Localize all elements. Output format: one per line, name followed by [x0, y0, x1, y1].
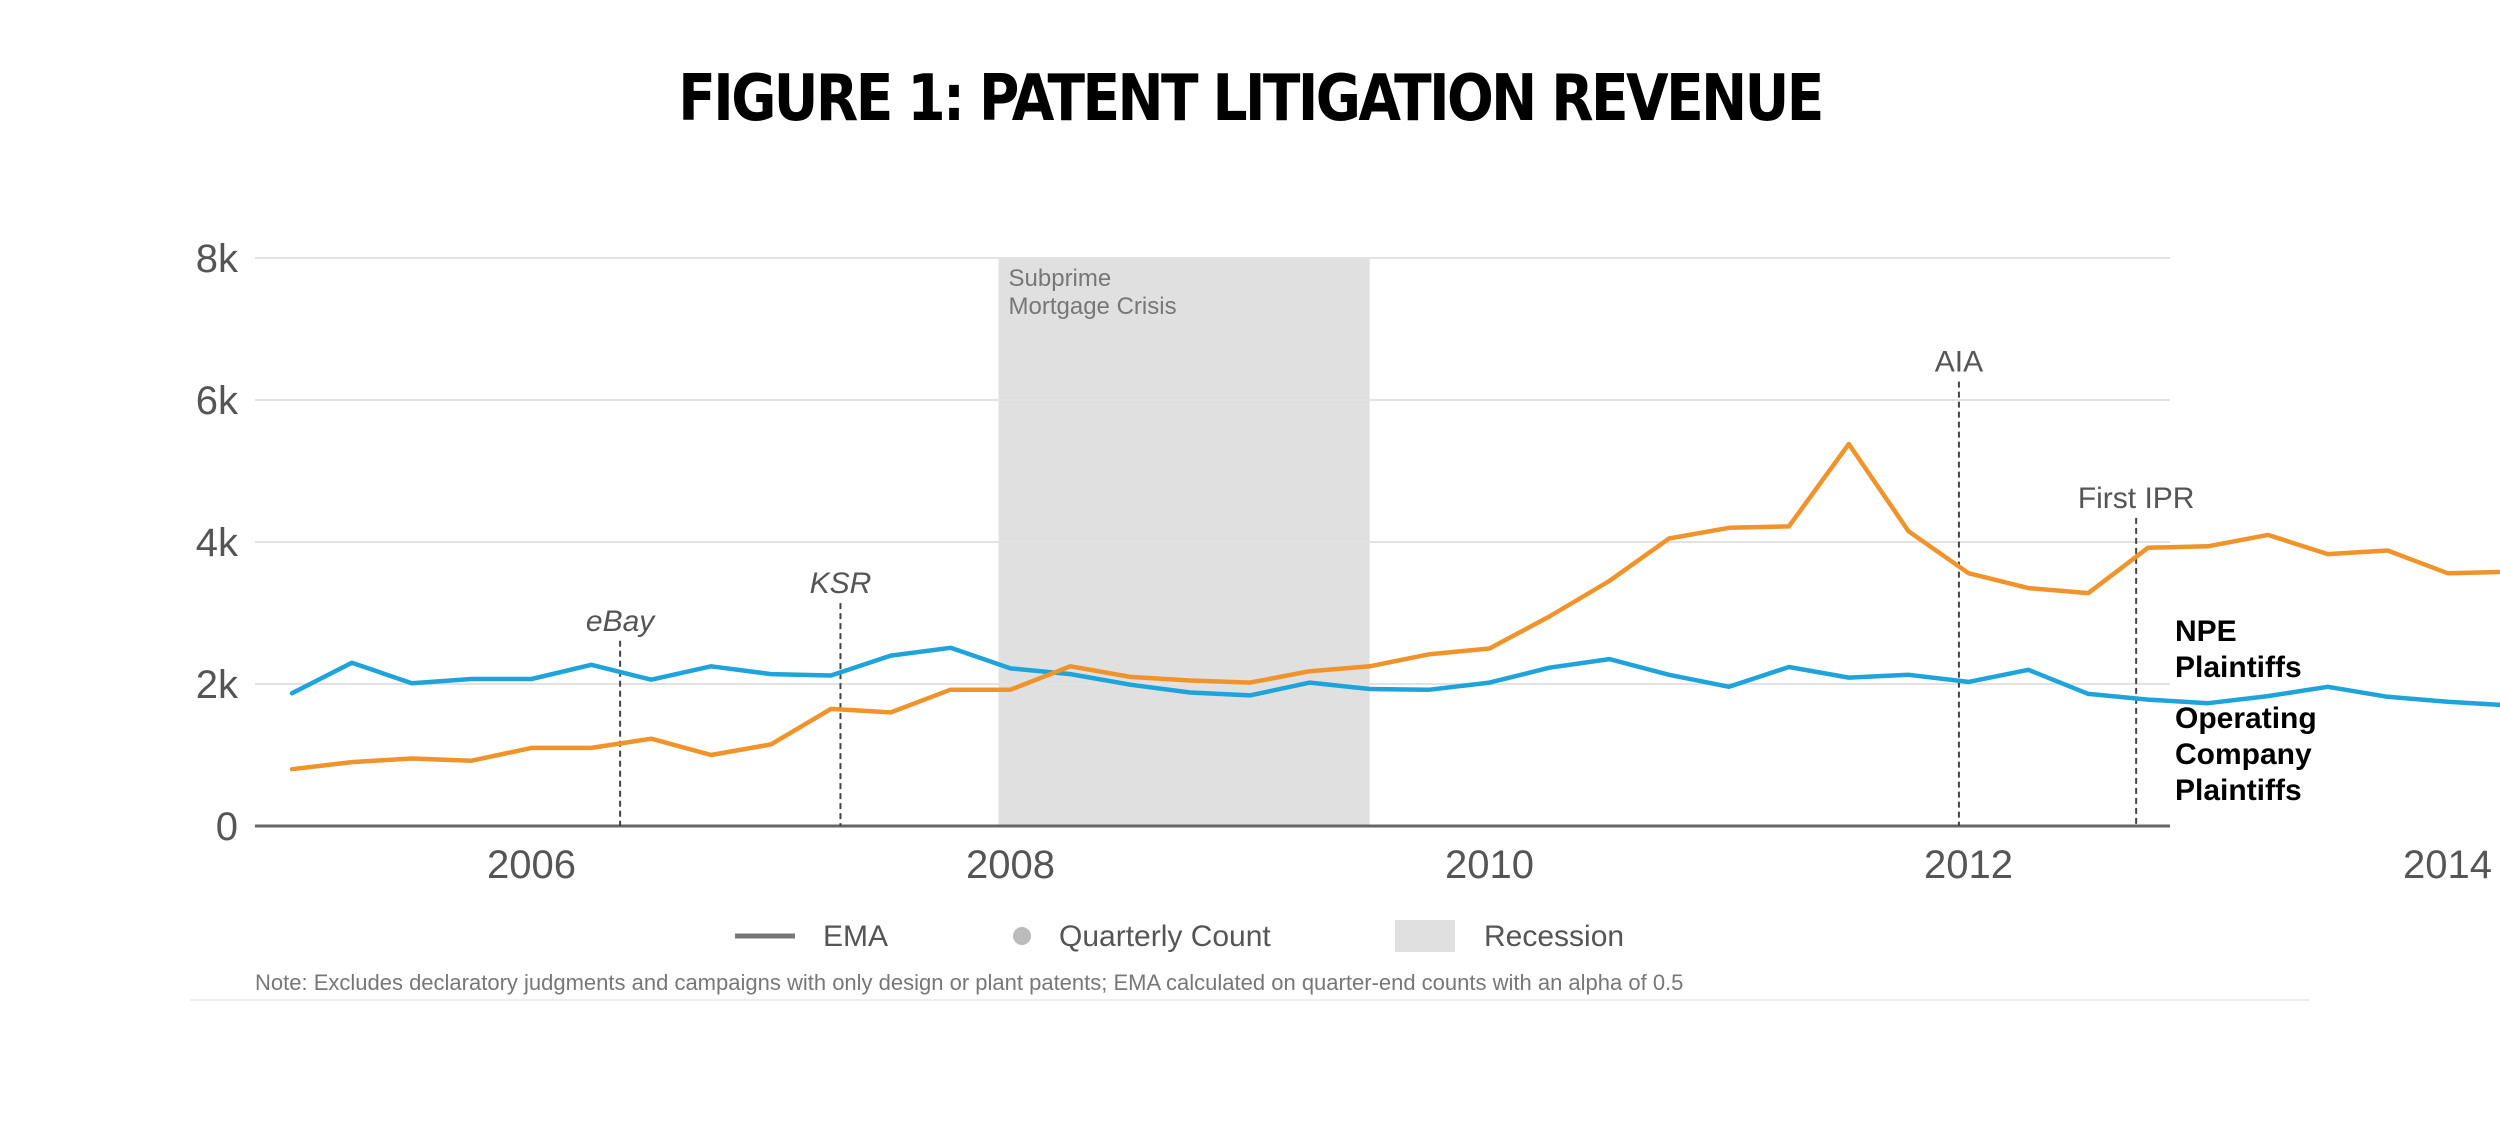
series-end-label: Plaintiffs [2175, 774, 2302, 807]
x-tick-label: 2012 [1924, 843, 2013, 887]
y-tick-label: 0 [216, 805, 238, 849]
series-end-label: Operating [2175, 702, 2317, 735]
legend-swatch-box [1395, 920, 1455, 952]
x-tick-label: 2010 [1445, 843, 1534, 887]
legend-swatch-dot [1013, 927, 1031, 945]
chart-note: Note: Excludes declaratory judgments and… [255, 970, 1683, 995]
chart-title: FIGURE 1: PATENT LITIGATION REVENUE [678, 62, 1824, 136]
event-label: eBay [586, 605, 656, 638]
series-end-label: Plaintiffs [2175, 651, 2302, 684]
series-line [289, 645, 2500, 708]
series-end-label: Company [2175, 738, 2312, 771]
legend-label: EMA [823, 920, 888, 953]
series-end-label: NPE [2175, 615, 2237, 648]
x-tick-label: 2008 [966, 843, 1055, 887]
legend-label: Quarterly Count [1059, 920, 1271, 953]
recession-label: Subprime [1009, 265, 1112, 292]
recession-label: Mortgage Crisis [1009, 293, 1177, 320]
y-tick-label: 8k [196, 237, 239, 281]
event-label: KSR [810, 567, 872, 600]
event-label: First IPR [2078, 482, 2195, 515]
y-tick-label: 2k [196, 663, 239, 707]
series-line [289, 441, 2500, 772]
legend-label: Recession [1484, 920, 1624, 953]
x-tick-label: 2006 [487, 843, 576, 887]
x-tick-label: 2014 [2403, 843, 2492, 887]
y-tick-label: 6k [196, 379, 239, 423]
y-tick-label: 4k [196, 521, 239, 565]
event-label: AIA [1935, 346, 1983, 379]
